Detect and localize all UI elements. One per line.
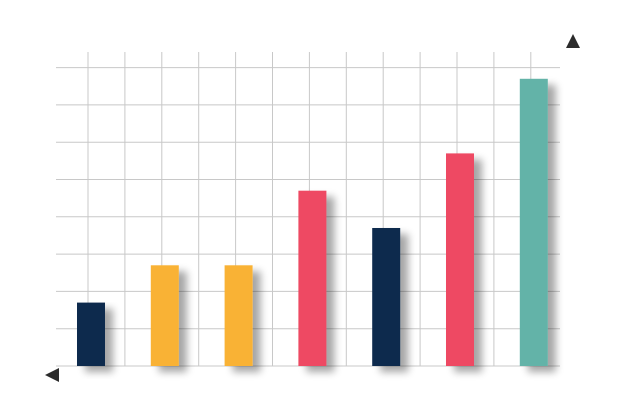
bar	[77, 302, 105, 366]
bar	[446, 153, 474, 366]
bar	[150, 265, 179, 366]
y-axis-arrow-icon	[566, 34, 580, 48]
bar-series	[77, 78, 548, 366]
bar	[519, 78, 548, 366]
x-axis-arrow-icon	[45, 368, 59, 382]
bar	[372, 227, 401, 366]
axes	[45, 34, 580, 382]
bar	[298, 190, 327, 366]
bar	[224, 265, 253, 366]
